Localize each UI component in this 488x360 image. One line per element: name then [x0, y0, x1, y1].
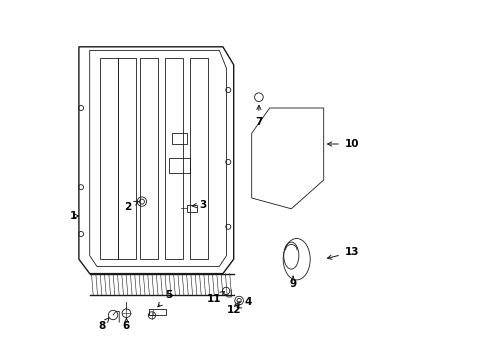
Bar [190, 58, 208, 259]
Text: 7: 7 [255, 105, 262, 127]
Bar [165, 58, 183, 259]
Text: 2: 2 [123, 201, 138, 212]
Text: 5: 5 [158, 290, 172, 307]
Bar [140, 58, 158, 259]
Bar [149, 309, 166, 315]
Text: 8: 8 [99, 318, 109, 331]
Bar [118, 58, 136, 259]
Bar [101, 58, 118, 259]
Text: 6: 6 [122, 318, 130, 331]
Text: 10: 10 [327, 139, 359, 149]
Text: 9: 9 [289, 276, 296, 289]
Bar [168, 158, 190, 173]
Bar [186, 205, 197, 212]
Text: 12: 12 [226, 302, 241, 315]
Text: 4: 4 [237, 297, 251, 308]
Text: 11: 11 [206, 292, 224, 304]
Text: 3: 3 [192, 200, 206, 210]
Text: 1: 1 [70, 211, 79, 221]
Text: 13: 13 [327, 247, 359, 259]
Bar [172, 133, 186, 144]
